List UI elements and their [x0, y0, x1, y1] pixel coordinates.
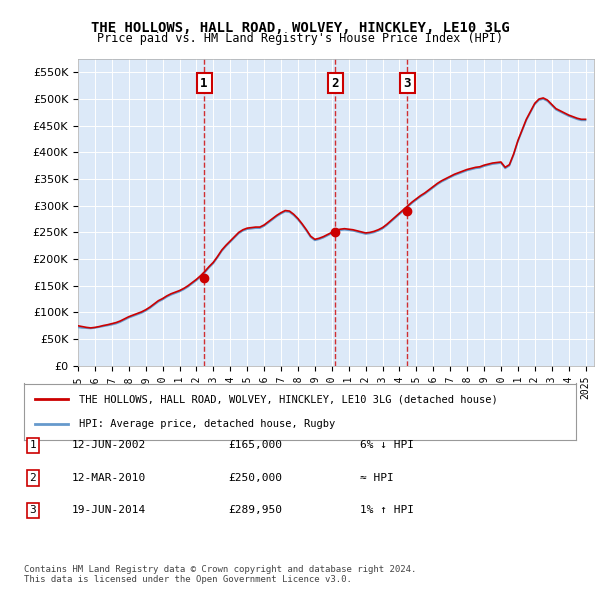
- Text: 1: 1: [29, 441, 37, 450]
- Text: £165,000: £165,000: [228, 441, 282, 450]
- Text: £289,950: £289,950: [228, 506, 282, 515]
- Text: THE HOLLOWS, HALL ROAD, WOLVEY, HINCKLEY, LE10 3LG (detached house): THE HOLLOWS, HALL ROAD, WOLVEY, HINCKLEY…: [79, 394, 498, 404]
- Text: 1: 1: [200, 77, 208, 90]
- Text: THE HOLLOWS, HALL ROAD, WOLVEY, HINCKLEY, LE10 3LG: THE HOLLOWS, HALL ROAD, WOLVEY, HINCKLEY…: [91, 21, 509, 35]
- Text: 2: 2: [331, 77, 339, 90]
- Text: 12-MAR-2010: 12-MAR-2010: [72, 473, 146, 483]
- Text: Price paid vs. HM Land Registry's House Price Index (HPI): Price paid vs. HM Land Registry's House …: [97, 32, 503, 45]
- Text: ≈ HPI: ≈ HPI: [360, 473, 394, 483]
- Text: 6% ↓ HPI: 6% ↓ HPI: [360, 441, 414, 450]
- Text: Contains HM Land Registry data © Crown copyright and database right 2024.
This d: Contains HM Land Registry data © Crown c…: [24, 565, 416, 584]
- Text: HPI: Average price, detached house, Rugby: HPI: Average price, detached house, Rugb…: [79, 419, 335, 429]
- Text: 3: 3: [29, 506, 37, 515]
- Text: 3: 3: [404, 77, 411, 90]
- Text: 2: 2: [29, 473, 37, 483]
- Text: 12-JUN-2002: 12-JUN-2002: [72, 441, 146, 450]
- Text: 19-JUN-2014: 19-JUN-2014: [72, 506, 146, 515]
- Text: £250,000: £250,000: [228, 473, 282, 483]
- Text: 1% ↑ HPI: 1% ↑ HPI: [360, 506, 414, 515]
